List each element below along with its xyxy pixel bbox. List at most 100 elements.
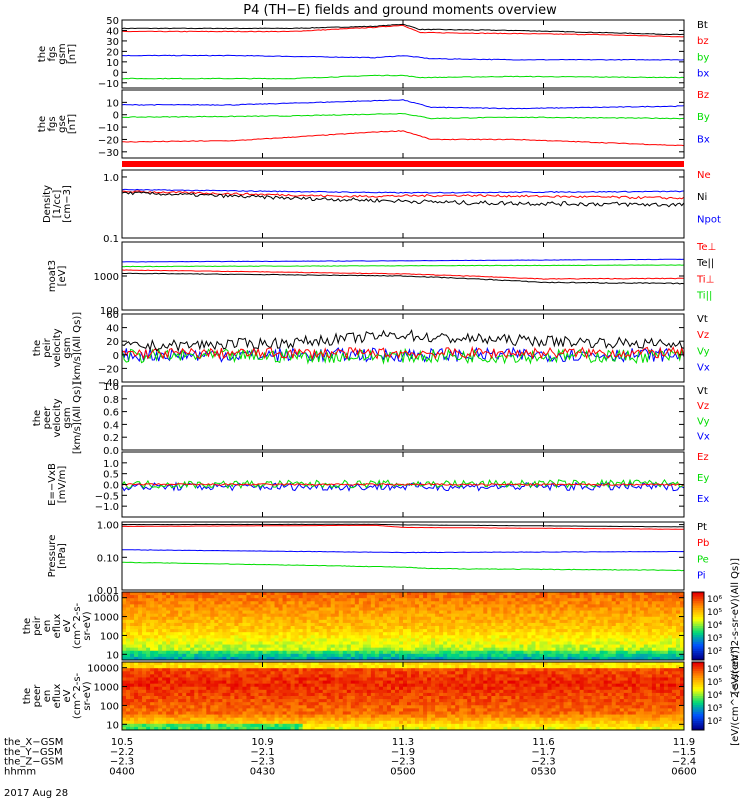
y-axis-label: gse <box>57 115 68 133</box>
spectrogram-cell <box>354 711 360 715</box>
spectrogram-cell <box>190 650 195 655</box>
spectrogram-cell <box>278 601 283 605</box>
spectrogram-cell <box>374 622 380 627</box>
spectrogram-cell <box>459 619 464 624</box>
spectrogram-cell <box>439 604 444 608</box>
spectrogram-cell <box>499 616 504 621</box>
spectrogram-cell <box>126 635 131 639</box>
spectrogram-cell <box>130 677 135 681</box>
spectrogram-cell <box>262 671 267 675</box>
spectrogram-cell <box>507 635 512 639</box>
spectrogram-cell <box>386 638 392 642</box>
spectrogram-cell <box>270 622 275 627</box>
spectrogram-cell <box>390 613 396 618</box>
spectrogram-cell <box>266 644 271 649</box>
spectrogram-cell <box>435 635 440 639</box>
spectrogram-cell <box>302 607 308 611</box>
spectrogram-cell <box>306 622 312 627</box>
spectrogram-cell <box>651 647 657 652</box>
spectrogram-cell <box>330 699 336 703</box>
colorbar-segment <box>692 646 704 650</box>
spectrogram-cell <box>206 683 211 688</box>
spectrogram-cell <box>346 647 352 652</box>
spectrogram-cell <box>218 601 223 605</box>
spectrogram-cell <box>174 692 179 697</box>
spectrogram-cell <box>142 619 147 624</box>
spectrogram-cell <box>254 601 259 605</box>
spectrogram-cell <box>218 705 223 709</box>
spectrogram-cell <box>611 653 617 658</box>
spectrogram-cell <box>378 711 384 715</box>
spectrogram-cell <box>122 595 127 599</box>
spectrogram-cell <box>326 656 332 661</box>
spectrogram-cell <box>166 692 171 697</box>
spectrogram-cell <box>298 708 304 712</box>
spectrogram-cell <box>246 683 251 688</box>
spectrogram-cell <box>194 683 199 688</box>
spectrogram-cell <box>230 708 235 712</box>
legend-Vt: Vt <box>697 386 708 397</box>
spectrogram-cell <box>314 619 320 624</box>
spectrogram-cell <box>222 610 227 615</box>
spectrogram-cell <box>270 699 275 703</box>
spectrogram-cell <box>591 607 597 611</box>
spectrogram-cell <box>531 644 536 649</box>
spectrogram-cell <box>206 641 211 645</box>
spectrogram-cell <box>571 607 577 611</box>
spectrogram-cell <box>527 635 532 639</box>
spectrogram-cell <box>134 629 139 633</box>
spectrogram-cell <box>250 662 255 666</box>
spectrogram-cell <box>675 626 681 630</box>
spectrogram-cell <box>266 680 271 685</box>
spectrogram-cell <box>579 613 585 618</box>
y-tick-label: 0 <box>113 68 119 79</box>
y-tick-label: 50 <box>106 16 119 27</box>
spectrogram-cell <box>250 705 255 709</box>
spectrogram-cell <box>559 613 564 618</box>
spectrogram-cell <box>278 683 283 688</box>
spectrogram-cell <box>286 592 291 596</box>
spectrogram-cell <box>262 689 267 694</box>
spectrogram-cell <box>222 629 227 633</box>
spectrogram-cell <box>439 592 444 596</box>
spectrogram-cell <box>435 626 440 630</box>
spectrogram-cell <box>298 598 304 602</box>
spectrogram-cell <box>250 711 255 715</box>
spectrogram-cell <box>431 647 436 652</box>
spectrogram-cell <box>234 650 239 655</box>
series-bx <box>122 54 684 61</box>
spectrogram-cell <box>543 610 548 615</box>
spectrogram-cell <box>551 653 556 658</box>
spectrogram-cell <box>511 616 516 621</box>
spectrogram-cell <box>166 653 171 658</box>
spectrogram-cell <box>611 616 617 621</box>
spectrogram-cell <box>647 619 653 624</box>
spectrogram-cell <box>310 726 316 731</box>
spectrogram-cell <box>479 641 484 645</box>
spectrogram-cell <box>338 644 344 649</box>
spectrogram-cell <box>671 607 677 611</box>
spectrogram-cell <box>186 702 191 706</box>
spectrogram-cell <box>278 626 283 630</box>
spectrogram-cell <box>615 635 621 639</box>
spectrogram-cell <box>346 650 352 655</box>
spectrogram-cell <box>539 641 544 645</box>
spectrogram-cell <box>338 647 344 652</box>
spectrogram-cell <box>575 656 581 661</box>
spectrogram-cell <box>194 629 199 633</box>
spectrogram-cell <box>226 653 231 658</box>
spectrogram-cell <box>142 601 147 605</box>
spectrogram-cell <box>326 622 332 627</box>
spectrogram-cell <box>306 641 312 645</box>
spectrogram-cell <box>487 650 492 655</box>
spectrogram-cell <box>198 635 203 639</box>
spectrogram-cell <box>302 689 308 694</box>
spectrogram-cell <box>515 656 520 661</box>
spectrogram-cell <box>366 674 372 678</box>
spectrogram-cell <box>671 595 677 599</box>
spectrogram-cell <box>138 677 143 681</box>
spectrogram-cell <box>623 638 629 642</box>
spectrogram-cell <box>511 619 516 624</box>
spectrogram-cell <box>330 619 336 624</box>
spectrogram-cell <box>651 650 657 655</box>
